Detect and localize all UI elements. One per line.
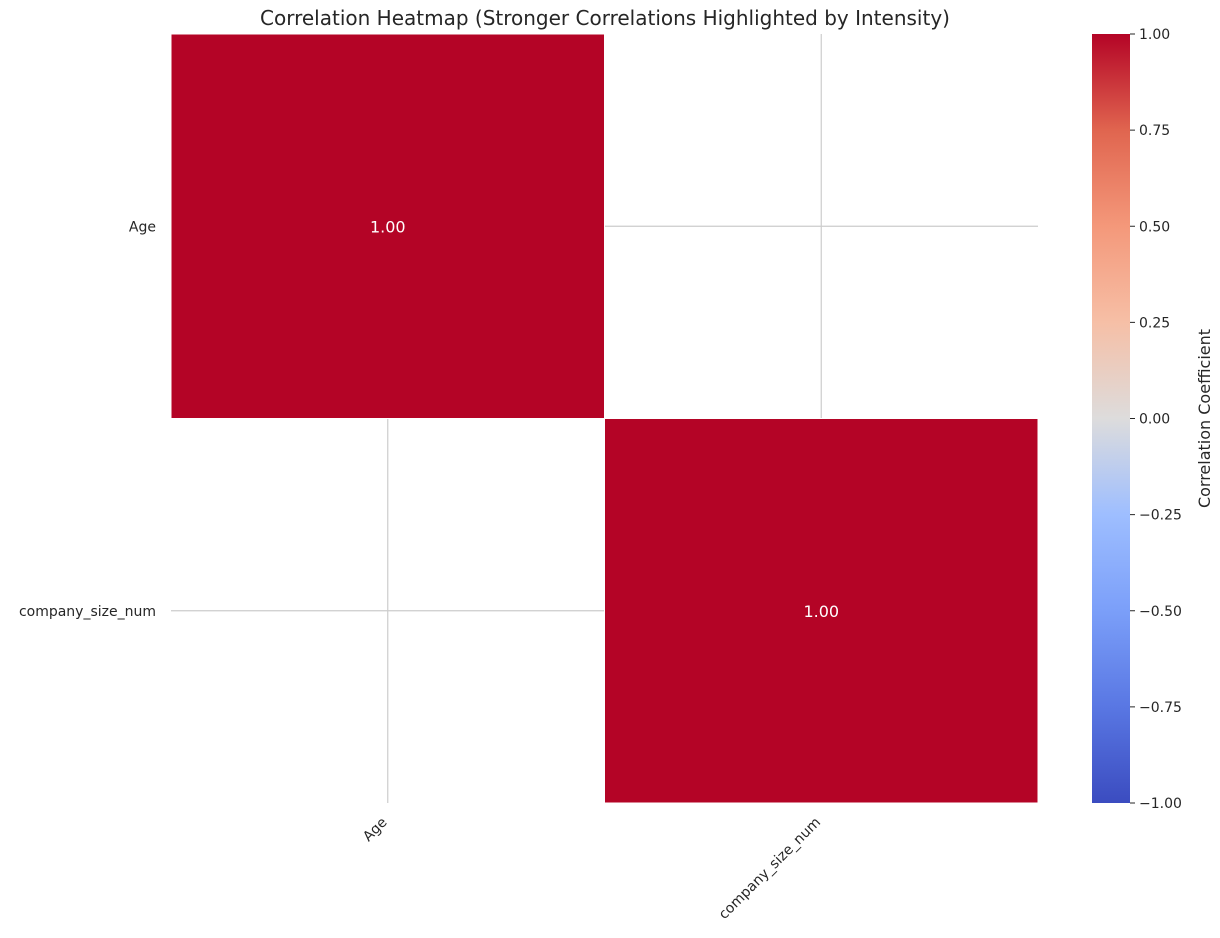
colorbar-tick-label: −0.25 [1139,508,1182,524]
colorbar-tick-label: 0.50 [1139,219,1170,235]
colorbar-tick-label: 0.25 [1139,315,1170,331]
colorbar-tick-label: 0.00 [1139,412,1170,428]
colorbar-tick-label: −0.50 [1139,604,1182,620]
heatmap-cell [604,418,1039,804]
cell-annotation: 1.00 [370,217,406,236]
colorbar-gradient [1092,34,1130,803]
y-tick-label: Age [129,219,156,235]
x-tick-label: Age [360,815,390,845]
colorbar-tick-label: −1.00 [1139,796,1182,812]
cell-annotation: 1.00 [803,602,839,621]
chart-title: Correlation Heatmap (Stronger Correlatio… [260,6,950,30]
colorbar-tick-label: 1.00 [1139,27,1170,43]
colorbar-tick-label: −0.75 [1139,700,1182,716]
x-tick-label: company_size_num [716,815,824,923]
y-tick-label: company_size_num [19,604,156,620]
colorbar: 1.00 0.75 0.50 0.25 0.00 −0.25 −0.50 −0.75 −1.00… [1092,27,1214,812]
colorbar-label: Correlation Coefficient [1195,329,1214,508]
heatmap-cells: 1.00 1.00 [170,33,1039,804]
heatmap-cell [170,33,605,419]
colorbar-tick-label: 0.75 [1139,123,1170,139]
